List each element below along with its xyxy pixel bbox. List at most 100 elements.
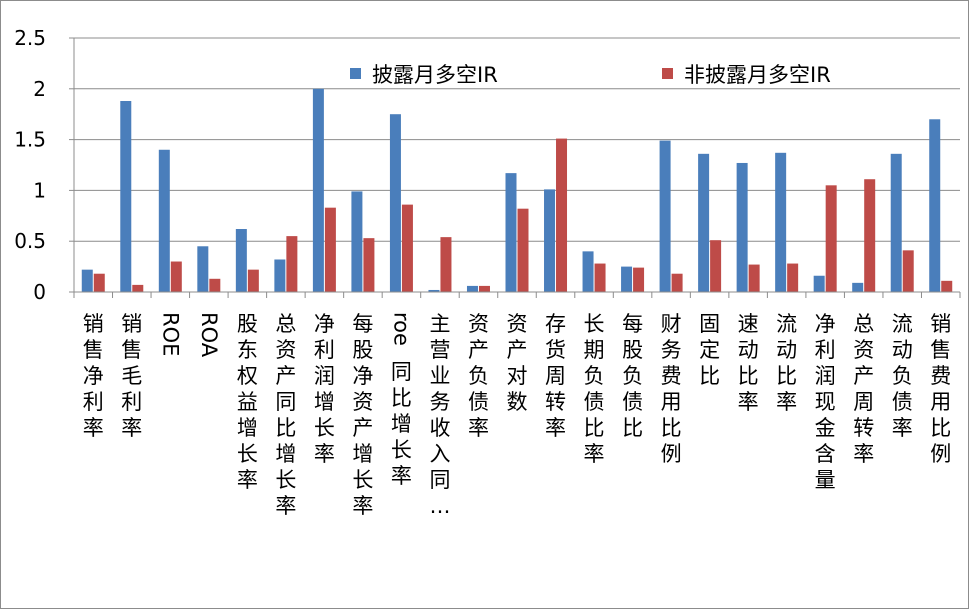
category-label-text: 务 [661, 338, 682, 362]
category-label-text: 售 [121, 338, 142, 362]
category-label-text: 总 [275, 312, 296, 336]
bar-non-disclosure-7 [363, 238, 375, 292]
category-label-text: 股 [622, 338, 643, 362]
category-label-text: 增 [275, 442, 296, 466]
category-label-text: 长 [584, 312, 605, 336]
category-label-text: 流 [776, 312, 797, 336]
category-label: ROE [158, 312, 182, 356]
category-label-text: 长 [314, 416, 335, 440]
legend-label-non-disclosure: 非披露月多空IR [684, 63, 831, 87]
category-label-text: 资 [275, 338, 296, 362]
bar-disclosure-5 [274, 259, 286, 292]
category-label-text: 周 [545, 364, 566, 388]
bar-disclosure-1 [120, 100, 132, 292]
category-label-text: 债 [468, 390, 489, 414]
bar-non-disclosure-19 [825, 185, 837, 292]
category-label-text: 率 [776, 390, 797, 414]
bar-disclosure-3 [197, 246, 209, 292]
bar-disclosure-14 [621, 266, 633, 292]
category-label-text: 售 [83, 338, 104, 362]
category-label-text: 长 [237, 442, 258, 466]
category-label-text: 对 [507, 364, 528, 388]
category-label: 主营业务收入同… [429, 312, 450, 518]
category-label-text: 率 [391, 464, 412, 488]
bars [81, 88, 953, 292]
category-label-text: roe [389, 312, 413, 346]
category-label-text: 定 [699, 338, 720, 362]
category-label-text: 比 [661, 416, 682, 440]
gridlines [74, 37, 960, 242]
category-label-text: 营 [429, 338, 450, 362]
category-label-text: 债 [584, 390, 605, 414]
category-label-text: 务 [429, 390, 450, 414]
bar-disclosure-8 [389, 114, 401, 292]
category-label-text: 利 [121, 390, 142, 414]
category-label-text: 利 [815, 338, 836, 362]
category-label-text: 负 [468, 364, 489, 388]
category-label-text: 长 [391, 438, 412, 462]
legend-swatch-disclosure [350, 68, 361, 79]
bar-disclosure-15 [659, 140, 671, 292]
category-label-text: 动 [738, 338, 759, 362]
category-label-text: 货 [545, 338, 566, 362]
category-label-text: 存 [545, 312, 566, 336]
bar-non-disclosure-3 [209, 278, 221, 292]
category-label-text: 固 [699, 312, 720, 336]
bar-disclosure-16 [698, 153, 710, 292]
bar-disclosure-7 [351, 191, 363, 292]
bar-disclosure-6 [312, 88, 324, 292]
bar-disclosure-2 [158, 149, 170, 292]
category-label-text: 总 [853, 312, 874, 336]
category-label-text: 率 [853, 442, 874, 466]
bar-non-disclosure-16 [710, 240, 722, 292]
bar-disclosure-10 [466, 285, 478, 292]
category-label-text: 比 [738, 364, 759, 388]
category-label-text: 率 [275, 494, 296, 518]
category-label-text: 比 [776, 364, 797, 388]
category-label-text: ROA [197, 312, 221, 358]
bar-non-disclosure-5 [286, 236, 298, 292]
category-label-text: 股 [352, 338, 373, 362]
category-label-text: 售 [930, 338, 951, 362]
category-label: ROA [197, 312, 221, 358]
category-label-text: 益 [237, 390, 258, 414]
bar-non-disclosure-9 [440, 237, 452, 292]
category-label-text: 股 [237, 312, 258, 336]
category-label-text: 资 [507, 312, 528, 336]
legend-label-disclosure: 披露月多空IR [372, 63, 498, 87]
bar-non-disclosure-11 [517, 208, 529, 292]
category-label-text: 动 [892, 338, 913, 362]
category-label-text: 销 [83, 312, 104, 336]
category-label-text: 数 [507, 390, 528, 414]
category-label-text: 净 [815, 312, 836, 336]
category-label-text: 率 [468, 416, 489, 440]
category-label-text: 产 [352, 416, 373, 440]
category-label-text: 每 [352, 312, 373, 336]
category-label-text: 速 [738, 312, 759, 336]
category-label-text: 净 [83, 364, 104, 388]
category-label-text: 债 [622, 390, 643, 414]
category-label-text: 增 [352, 442, 373, 466]
category-label-text: 转 [853, 416, 874, 440]
category-label-text: 同 [391, 360, 412, 384]
category-label-text: 含 [815, 442, 836, 466]
y-tick-label: 2 [33, 77, 46, 101]
bar-non-disclosure-20 [864, 179, 876, 292]
category-label-text: 长 [275, 468, 296, 492]
category-label-text: 转 [545, 390, 566, 414]
category-label-text: 利 [314, 338, 335, 362]
y-tick-label: 1.5 [14, 128, 46, 152]
bar-disclosure-11 [505, 173, 517, 292]
